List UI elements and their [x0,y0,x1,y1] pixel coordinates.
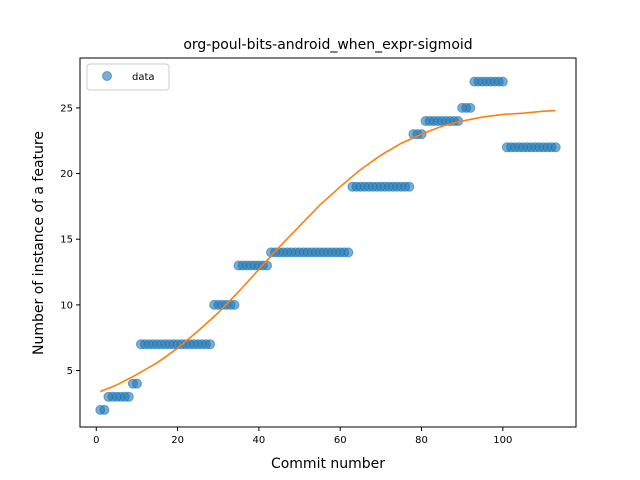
x-tick-label: 100 [493,435,512,446]
legend-marker-data [102,71,112,81]
x-axis-ticks: 0 20 40 60 80 100 [93,427,512,446]
y-tick-label: 15 [60,235,73,246]
legend: data [86,63,170,91]
axes-frame [79,57,577,428]
x-tick-label: 80 [415,435,428,446]
data-point [205,339,216,350]
legend-label-data: data [132,72,155,83]
y-tick-label: 10 [60,300,73,311]
chart-title: org-poul-bits-android_when_expr-sigmoid [183,37,472,53]
y-tick-label: 20 [60,169,73,180]
data-point [262,260,273,271]
plot-area [95,76,561,415]
data-point [229,299,240,310]
data-point [497,76,508,87]
sigmoid-fit-line [100,109,556,393]
data-point [465,102,476,113]
data-point [131,378,142,389]
y-axis-ticks: 5 10 15 20 25 [60,103,80,377]
legend-box [86,63,170,91]
y-tick-label: 5 [67,366,73,377]
y-tick-label: 25 [60,103,73,114]
data-point [404,181,415,192]
data-point [343,247,354,258]
x-tick-label: 0 [93,435,99,446]
data-point [123,391,134,402]
x-tick-label: 40 [253,435,266,446]
data-point [99,404,110,415]
data-point [550,142,561,153]
x-axis-label: Commit number [271,456,385,472]
x-tick-label: 60 [334,435,347,446]
x-tick-label: 20 [171,435,184,446]
y-axis-label: Number of instance of a feature [31,131,47,355]
